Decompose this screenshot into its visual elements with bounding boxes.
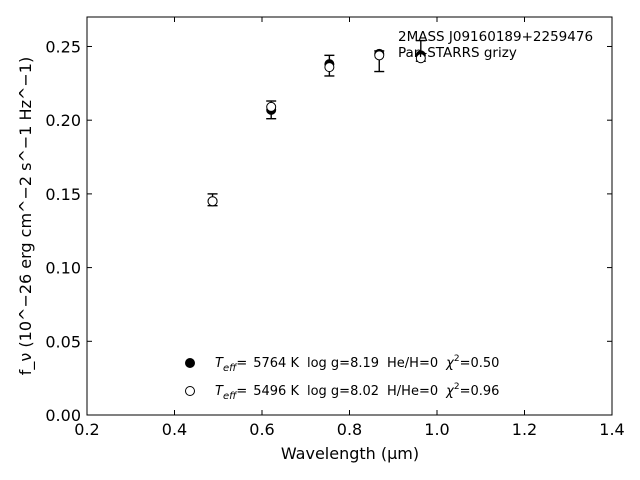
y-tick-label: 0.25	[45, 37, 81, 56]
x-tick-label: 0.2	[74, 420, 99, 439]
data-points	[207, 48, 426, 207]
x-tick-label: 0.4	[162, 420, 187, 439]
x-tick-label: 0.6	[249, 420, 274, 439]
legend-marker-open	[185, 386, 195, 396]
model-point-open	[374, 50, 385, 61]
model-point-open	[324, 62, 335, 73]
y-axis-label: f_ν (10^−26 erg cm^−2 s^−1 Hz^−1)	[16, 57, 36, 375]
y-tick-label: 0.15	[45, 185, 81, 204]
y-tick-label: 0.05	[45, 332, 81, 351]
y-tick-label: 0.00	[45, 406, 81, 425]
plot-frame	[86, 16, 613, 416]
axis-ticks: 0.2 0.4 0.6 0.8 1.0 1.2 1.4 0.00 0.05 0.10 0.15 0.2…	[45, 17, 625, 439]
model-point-open	[207, 196, 218, 207]
model-point-open	[415, 53, 426, 64]
y-axis-label-group: f_ν (10^−26 erg cm^−2 s^−1 Hz^−1)	[16, 57, 36, 375]
x-tick-label: 1.2	[512, 420, 537, 439]
x-tick-label: 1.4	[599, 420, 624, 439]
annotation-object: 2MASS J09160189+2259476	[398, 29, 593, 45]
x-axis-label: Wavelength (μm)	[281, 444, 419, 463]
y-tick-label: 0.10	[45, 259, 81, 278]
legend-marker-filled	[185, 358, 195, 368]
model-point-open	[266, 101, 277, 112]
annotation-survey: Pan-STARRS grizy	[398, 45, 517, 61]
x-tick-label: 0.8	[337, 420, 362, 439]
y-tick-label: 0.20	[45, 111, 81, 130]
error-bars	[207, 39, 426, 207]
x-tick-label: 1.0	[424, 420, 449, 439]
